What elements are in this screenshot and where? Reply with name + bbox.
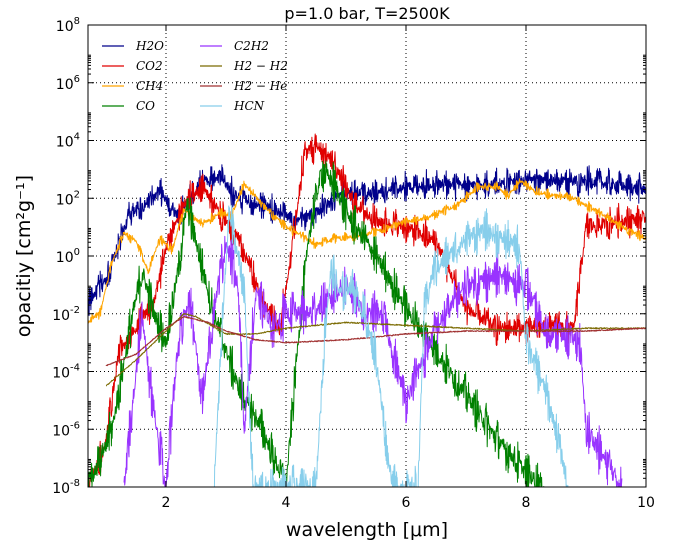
x-axis-label: wavelength [μm] — [286, 519, 448, 541]
y-tick-label: 10-8 — [52, 478, 80, 497]
chart-title: p=1.0 bar, T=2500K — [284, 4, 450, 23]
legend-label: CO — [136, 99, 155, 113]
legend-label: CO2 — [136, 59, 163, 73]
x-tick-label: 10 — [637, 495, 655, 511]
x-tick-label: 2 — [162, 495, 171, 511]
y-tick-label: 104 — [56, 132, 80, 151]
series-line-co — [88, 160, 545, 487]
y-tick-label: 102 — [56, 189, 80, 208]
y-tick-label: 10-2 — [52, 305, 80, 324]
y-tick-label: 100 — [56, 247, 80, 266]
y-tick-label: 106 — [56, 74, 80, 93]
series-lines — [88, 133, 646, 487]
legend-label: HCN — [233, 99, 265, 113]
legend-label: CH4 — [136, 79, 163, 93]
series-line-hcn — [213, 205, 569, 487]
y-axis-label: opacitiy [cm²g⁻¹] — [13, 175, 35, 337]
legend-label: H2 − He — [233, 79, 287, 93]
x-tick-label: 6 — [402, 495, 411, 511]
x-tick-label: 4 — [282, 495, 291, 511]
y-tick-label: 10-6 — [52, 420, 80, 439]
y-tick-label: 10-4 — [52, 363, 80, 382]
x-tick-label: 8 — [522, 495, 531, 511]
legend-label: H2O — [135, 39, 164, 53]
legend-label: H2 − H2 — [233, 59, 288, 73]
legend-label: C2H2 — [234, 39, 269, 53]
series-line-c2h2 — [123, 235, 623, 487]
legend: H2O CO2 CH4 CO C2H2 H2 − H2 H2 − He HCN — [102, 39, 288, 113]
axis-ticks: 2 4 6 8 10 10-8 10-6 10-4 10-2 100 102 104 106 108 — [52, 16, 655, 511]
series-line-h2-h2 — [105, 312, 646, 387]
y-tick-label: 108 — [56, 16, 80, 35]
